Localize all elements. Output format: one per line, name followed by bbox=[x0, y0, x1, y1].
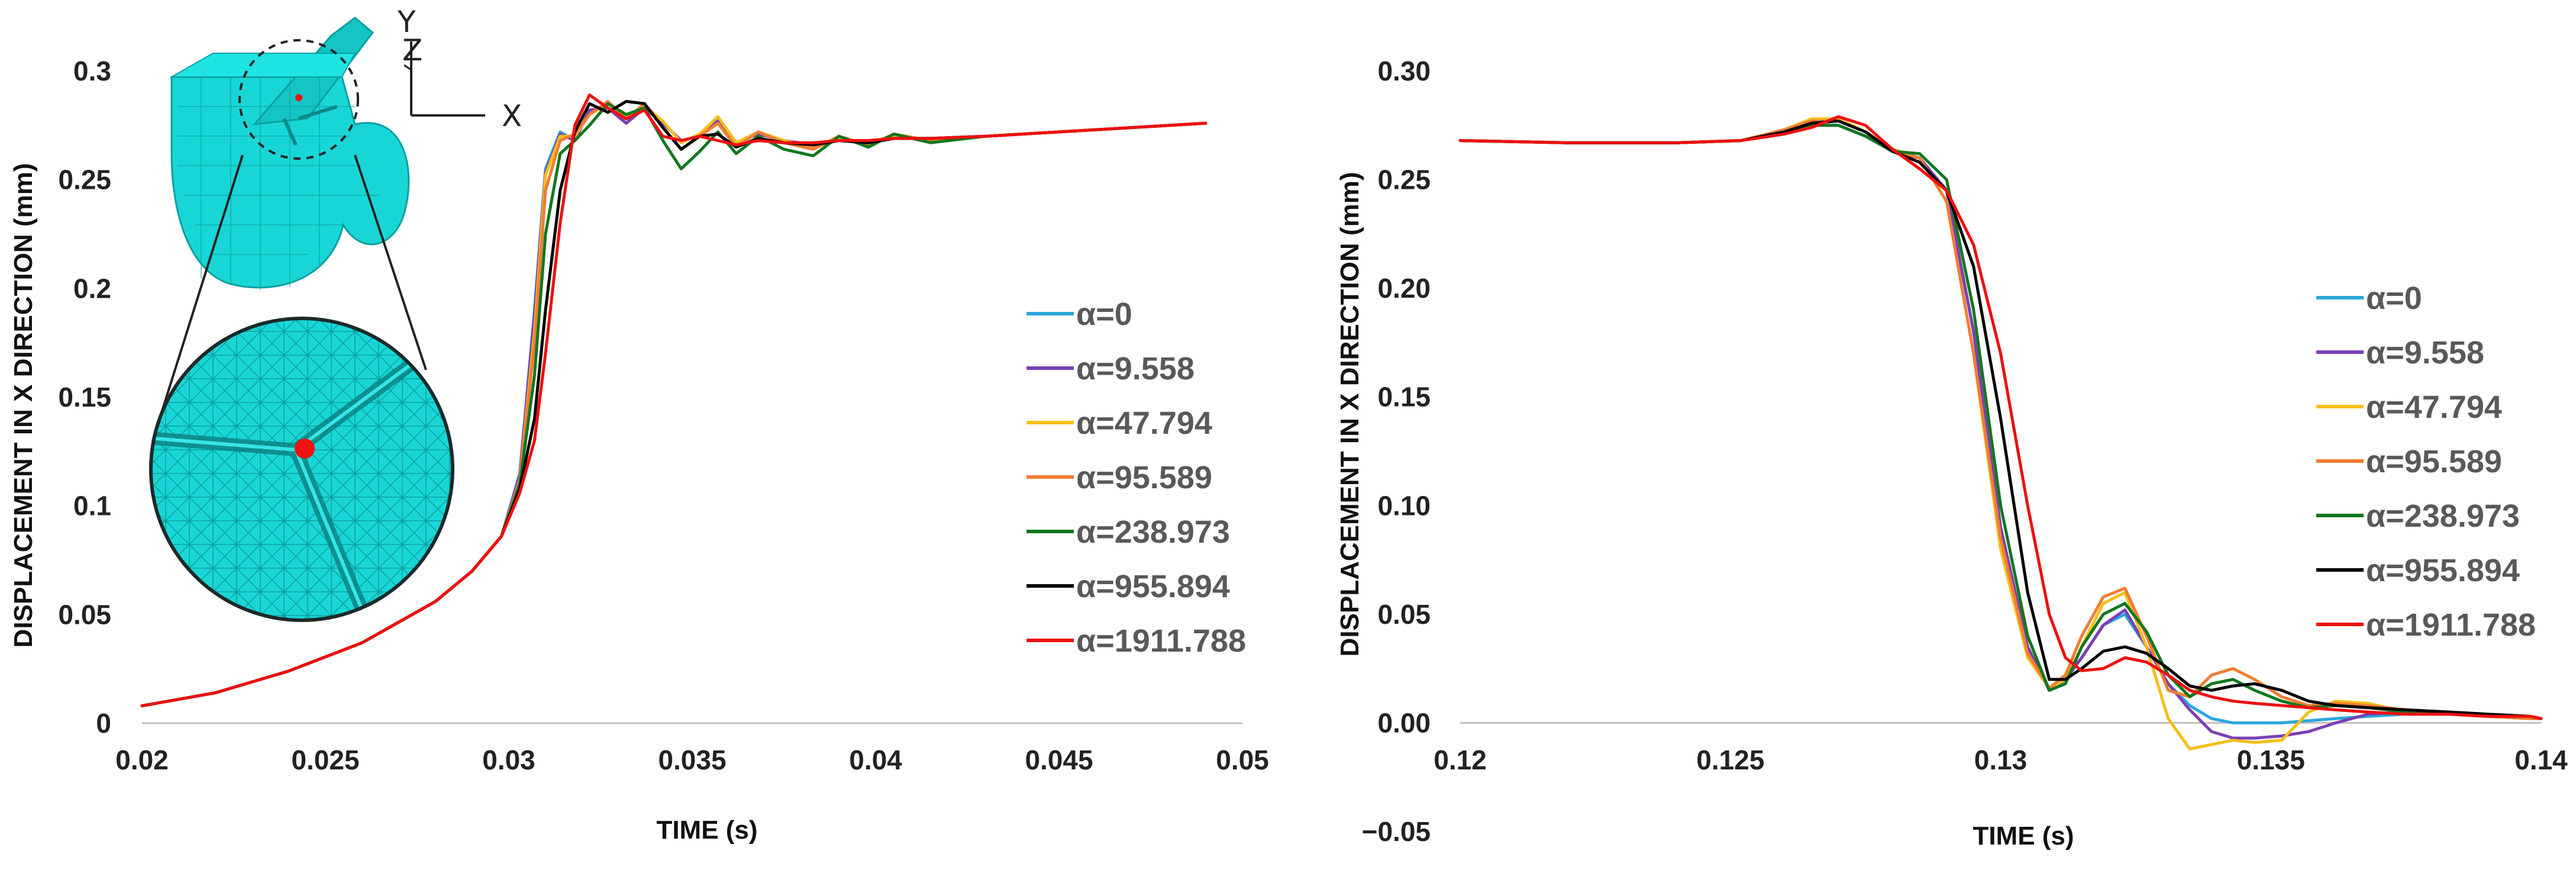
right-y-tick-label: 0.30 bbox=[1377, 56, 1431, 86]
left-legend-label: α=95.589 bbox=[1076, 460, 1212, 495]
right-legend-label: α=238.973 bbox=[2366, 498, 2520, 534]
right-series-line bbox=[1458, 117, 2543, 750]
right-x-tick-label: 0.125 bbox=[1696, 745, 1764, 775]
left-series-line bbox=[140, 93, 1208, 708]
right-x-axis-label: TIME (s) bbox=[1973, 821, 2074, 850]
left-legend-label: α=1911.788 bbox=[1076, 623, 1246, 659]
left-x-axis-label: TIME (s) bbox=[656, 816, 757, 845]
right-y-tick-label: −0.05 bbox=[1362, 816, 1431, 847]
left-y-tick-label: 0 bbox=[96, 708, 111, 739]
left-x-tick-label: 0.04 bbox=[849, 745, 902, 775]
axis-letter-x: X bbox=[502, 99, 522, 133]
left-legend-label: α=955.894 bbox=[1076, 569, 1230, 604]
right-legend-label: α=0 bbox=[2366, 281, 2422, 316]
left-y-tick-label: 0.1 bbox=[73, 491, 111, 521]
right-y-axis-label: DISPLACEMENT IN X DIRECTION (mm) bbox=[1335, 172, 1364, 657]
right-x-tick-label: 0.14 bbox=[2514, 745, 2568, 775]
left-x-tick-label: 0.025 bbox=[291, 745, 359, 775]
right-x-tick-labels: 0.12 0.125 0.13 0.135 0.14 bbox=[1434, 745, 2568, 775]
left-y-tick-label: 0.05 bbox=[58, 599, 111, 630]
right-series-lines bbox=[1458, 115, 2543, 750]
mesh-inset: Y Z X bbox=[149, 5, 522, 622]
left-y-tick-label: 0.3 bbox=[73, 56, 111, 86]
coordinate-axes-icon: Y Z X bbox=[397, 5, 522, 133]
left-x-tick-label: 0.02 bbox=[115, 745, 169, 775]
left-legend-label: α=238.973 bbox=[1076, 514, 1230, 550]
left-legend-label: α=0 bbox=[1076, 297, 1132, 332]
right-y-tick-labels: −0.05 0.00 0.05 0.10 0.15 0.20 0.25 0.30 bbox=[1362, 56, 1431, 847]
left-y-tick-label: 0.25 bbox=[58, 165, 111, 195]
left-series-lines bbox=[140, 93, 1208, 708]
right-legend-label: α=955.894 bbox=[2366, 553, 2520, 588]
left-x-tick-label: 0.035 bbox=[658, 745, 726, 775]
left-chart: 0.02 0.025 0.03 0.035 0.04 0.045 0.05 0 0.05 0.1… bbox=[9, 56, 1269, 845]
left-x-tick-labels: 0.02 0.025 0.03 0.035 0.04 0.045 0.05 bbox=[115, 745, 1269, 775]
red-node-icon bbox=[295, 439, 315, 459]
right-legend-label: α=95.589 bbox=[2366, 444, 2502, 479]
left-legend-label: α=9.558 bbox=[1076, 351, 1195, 386]
axis-letter-y: Y bbox=[397, 5, 416, 39]
right-chart: 0.12 0.125 0.13 0.135 0.14 −0.05 0.00 0.05 0.10… bbox=[1335, 56, 2568, 850]
left-y-tick-label: 0.15 bbox=[58, 382, 111, 413]
right-y-tick-label: 0.15 bbox=[1377, 382, 1431, 413]
right-x-tick-label: 0.135 bbox=[2237, 745, 2305, 775]
left-y-axis-label: DISPLACEMENT IN X DIRECTION (mm) bbox=[9, 163, 38, 648]
left-x-tick-label: 0.05 bbox=[1216, 745, 1269, 775]
zoom-region-icon bbox=[238, 39, 359, 160]
right-series-line bbox=[1458, 115, 2543, 720]
right-y-tick-label: 0.05 bbox=[1377, 599, 1431, 630]
left-y-tick-label: 0.2 bbox=[73, 273, 111, 304]
axis-letter-z: Z bbox=[402, 33, 422, 67]
right-series-line bbox=[1458, 124, 2543, 740]
left-legend: α=0 α=9.558 α=47.794 α=95.589 α=238.973 α=955… bbox=[1026, 297, 1246, 659]
right-y-tick-label: 0.10 bbox=[1377, 490, 1431, 521]
mesh-zoom-detail-icon bbox=[149, 317, 454, 622]
node-marker-icon bbox=[295, 94, 302, 101]
right-x-tick-label: 0.13 bbox=[1974, 745, 2028, 775]
right-x-tick-label: 0.12 bbox=[1434, 745, 1487, 775]
right-legend-label: α=1911.788 bbox=[2366, 607, 2536, 643]
left-y-tick-labels: 0 0.05 0.1 0.15 0.2 0.25 0.3 bbox=[58, 56, 111, 739]
right-legend-label: α=47.794 bbox=[2366, 389, 2502, 425]
left-x-tick-label: 0.045 bbox=[1025, 745, 1093, 775]
right-legend: α=0 α=9.558 α=47.794 α=95.589 α=238.973 α=955… bbox=[2316, 281, 2536, 643]
left-x-tick-label: 0.03 bbox=[482, 745, 535, 775]
left-legend-label: α=47.794 bbox=[1076, 405, 1212, 441]
right-legend-label: α=9.558 bbox=[2366, 335, 2484, 370]
aortic-valve-mesh-icon bbox=[169, 17, 410, 290]
right-y-tick-label: 0.20 bbox=[1377, 273, 1431, 304]
right-y-tick-label: 0.25 bbox=[1377, 165, 1431, 195]
right-y-tick-label: 0.00 bbox=[1377, 707, 1431, 738]
